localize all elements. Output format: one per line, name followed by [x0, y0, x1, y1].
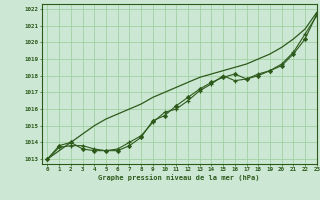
- X-axis label: Graphe pression niveau de la mer (hPa): Graphe pression niveau de la mer (hPa): [99, 174, 260, 181]
